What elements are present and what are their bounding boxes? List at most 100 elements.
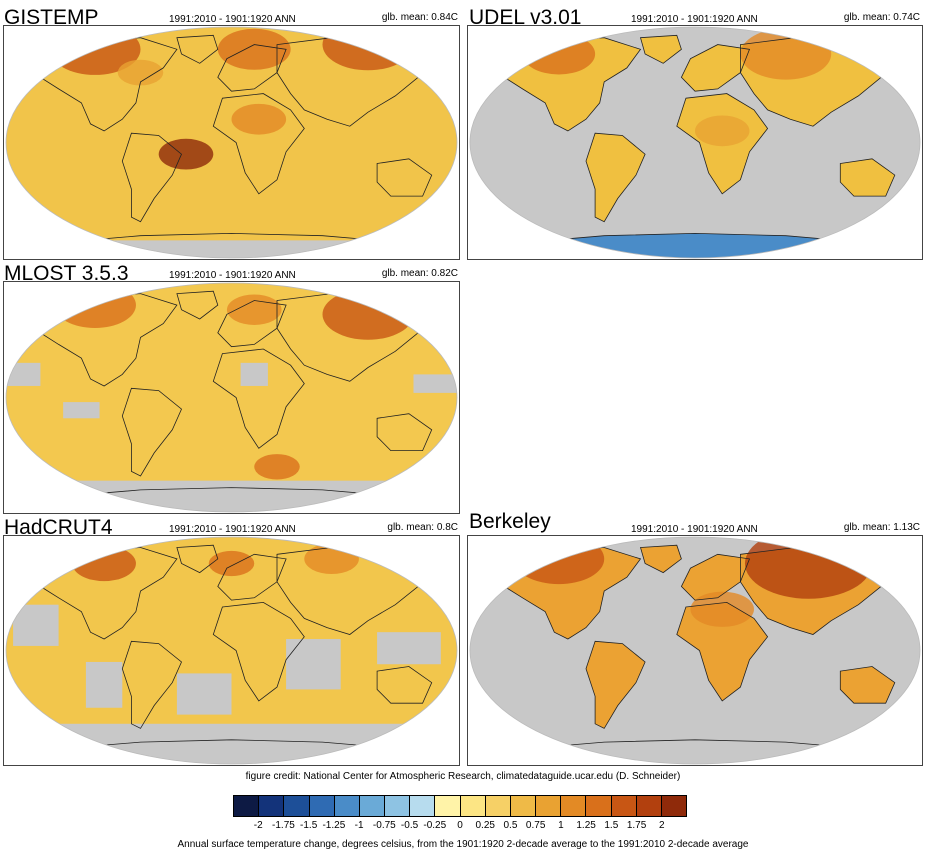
colorbar-swatch <box>460 796 486 816</box>
colorbar-tick-label: -0.75 <box>372 820 396 831</box>
panel-period: 1991:2010 - 1901:1920 ANN <box>631 14 758 25</box>
colorbar-swatch <box>359 796 386 816</box>
coastline-south-america <box>121 640 182 729</box>
coastline-south-america <box>585 132 646 223</box>
figure-caption: Annual surface temperature change, degre… <box>177 839 749 850</box>
colorbar-tick-label: 0.5 <box>503 820 518 831</box>
coastline-south-america <box>585 640 646 729</box>
panel-global-mean: glb. mean: 1.13C <box>843 522 920 533</box>
coastline-australia <box>839 158 896 197</box>
colorbar-tick-label: -1.25 <box>322 820 346 831</box>
colorbar-tick-label: -2 <box>253 820 263 831</box>
colorbar-tick-label: 1.5 <box>604 820 619 831</box>
anomaly-hotspot <box>72 545 136 582</box>
land-south-america <box>586 641 646 729</box>
coastline-greenland <box>176 544 219 574</box>
panel-global-mean: glb. mean: 0.8C <box>387 522 458 533</box>
anomaly-hotspot <box>695 115 750 147</box>
missing-data <box>6 723 457 764</box>
missing-data <box>63 402 100 419</box>
coastline-australia <box>839 666 896 704</box>
coastline-south-america <box>121 132 182 223</box>
globe-outline <box>5 282 458 513</box>
globe-outline <box>469 536 921 765</box>
anomaly-hotspot <box>208 550 255 577</box>
colorbar-tick-label: 0 <box>457 820 463 831</box>
colorbar-tick-label: -1.5 <box>300 820 318 831</box>
panel-period: 1991:2010 - 1901:1920 ANN <box>169 524 296 535</box>
panel-title: HadCRUT4 <box>4 516 113 539</box>
colorbar-swatch <box>636 796 662 816</box>
colorbar-swatch <box>259 796 285 816</box>
globe-outline <box>5 26 458 259</box>
map-hadcrut4 <box>5 536 458 765</box>
coastline-africa <box>676 93 769 195</box>
missing-data <box>85 661 123 708</box>
coastline-greenland <box>176 34 219 64</box>
coastline-north-america <box>26 37 178 132</box>
coastline-africa <box>212 601 305 702</box>
colorbar-tick-label: 2 <box>658 820 665 831</box>
globe-outline <box>469 26 921 259</box>
coastline-greenland <box>639 34 682 64</box>
colorbar-swatch <box>485 796 511 816</box>
coastline-europe <box>217 300 287 348</box>
colorbar-tick-label: 1.75 <box>626 820 647 831</box>
colorbar-swatch <box>284 796 310 816</box>
coastline-australia <box>376 413 433 451</box>
anomaly-hotspot <box>231 103 287 135</box>
panel-title: UDEL v3.01 <box>469 6 582 29</box>
missing-data <box>413 374 457 393</box>
coastline-north-america <box>490 37 642 132</box>
missing-data <box>286 639 341 690</box>
land-greenland <box>640 545 682 573</box>
land-africa <box>676 602 768 701</box>
colorbar-swatch <box>385 796 411 816</box>
map-frame <box>3 281 460 514</box>
coastline-north-america <box>490 547 642 640</box>
coastline-south-america <box>121 387 182 477</box>
coastline-europe <box>680 553 751 601</box>
land-europe <box>681 554 750 601</box>
anomaly-hotspot <box>522 33 596 75</box>
land-greenland <box>640 35 682 64</box>
panel-global-mean: glb. mean: 0.84C <box>381 12 458 23</box>
colorbar-swatch <box>611 796 637 816</box>
coastline-africa <box>212 93 305 195</box>
coastline-europe <box>680 44 751 92</box>
coastline-europe <box>217 553 287 601</box>
colorbar-tick-label: -1 <box>354 820 364 831</box>
map-udel <box>469 26 921 259</box>
panel-title: Berkeley <box>469 510 551 533</box>
colorbar-swatch <box>661 796 687 816</box>
missing-data <box>13 604 59 646</box>
colorbar-tick-label: -0.25 <box>423 820 447 831</box>
map-frame <box>3 25 460 260</box>
coastline-africa <box>212 348 305 449</box>
missing-data <box>240 362 268 386</box>
anomaly-hotspot <box>304 543 359 575</box>
anomaly-hotspot <box>254 454 300 480</box>
colorbar-tick-label: 1 <box>558 820 564 831</box>
colorbar-swatch <box>309 796 335 816</box>
map-frame <box>3 535 460 766</box>
missing-data <box>6 240 457 258</box>
colorbar-swatch <box>334 796 360 816</box>
globe-outline <box>5 536 458 765</box>
colorbar-tick-label: 1.25 <box>576 820 596 831</box>
anomaly-hotspot <box>690 591 755 627</box>
missing-data <box>6 480 457 512</box>
anomaly-hotspot <box>217 28 291 70</box>
colorbar-swatch <box>234 796 260 816</box>
map-berkeley <box>469 536 921 765</box>
land-australia <box>840 158 895 197</box>
colorbar-swatch <box>410 796 436 816</box>
figure-credit: figure credit: National Center for Atmos… <box>245 771 681 782</box>
anomaly-hotspot <box>158 138 214 170</box>
land-south-america <box>586 133 646 222</box>
missing-data <box>377 632 441 665</box>
map-frame <box>467 25 923 260</box>
land-australia <box>840 666 895 704</box>
panel-period: 1991:2010 - 1901:1920 ANN <box>169 14 296 25</box>
anomaly-hotspot <box>54 283 136 328</box>
